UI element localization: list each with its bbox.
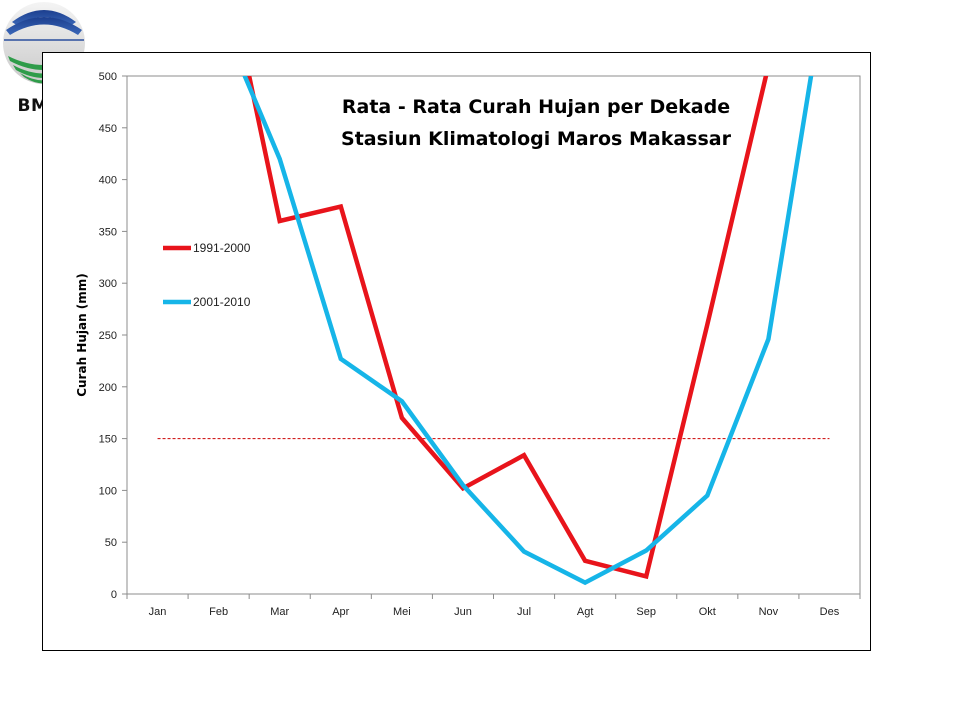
line-chart: 0 50 100 150 200 250 300 350 400 450 500 Jan Feb Mar… <box>75 71 861 618</box>
y-tick-label: 100 <box>99 485 117 497</box>
x-tick-label: Apr <box>332 606 349 618</box>
x-tick-label: Des <box>820 606 840 618</box>
y-tick-label: 350 <box>99 226 117 238</box>
y-tick-label: 400 <box>99 175 117 187</box>
y-tick-label: 250 <box>99 330 117 342</box>
series-line-2001-2010 <box>242 76 814 586</box>
x-tick-label: Mei <box>393 606 411 618</box>
y-axis-label: Curah Hujan (mm) <box>75 273 89 397</box>
x-tick-label: Sep <box>636 606 656 618</box>
chart-area: 0 50 100 150 200 250 300 350 400 450 500 Jan Feb Mar… <box>42 52 871 651</box>
x-tick-label: Jan <box>149 606 167 618</box>
y-tick-label: 500 <box>99 71 117 83</box>
y-tick-label: 150 <box>99 434 117 446</box>
chart-title-line-1: Rata - Rata Curah Hujan per Dekade <box>342 96 730 118</box>
legend-label: 1991-2000 <box>193 241 251 255</box>
x-tick-label: Jul <box>517 606 531 618</box>
x-tick-label: Okt <box>699 606 716 618</box>
y-tick-label: 450 <box>99 123 117 135</box>
legend-label: 2001-2010 <box>193 295 251 309</box>
y-tick-label: 200 <box>99 382 117 394</box>
chart-title-line-2: Stasiun Klimatologi Maros Makassar <box>341 128 732 150</box>
y-tick-label: 50 <box>105 537 117 549</box>
x-tick-label: Agt <box>577 606 594 618</box>
x-tick-label: Feb <box>209 606 228 618</box>
x-tick-label: Nov <box>759 606 779 618</box>
series-line-1991-2000 <box>246 76 769 580</box>
y-tick-label: 0 <box>111 589 117 601</box>
y-tick-label: 300 <box>99 278 117 290</box>
x-tick-label: Mar <box>270 606 289 618</box>
x-tick-label: Jun <box>454 606 472 618</box>
